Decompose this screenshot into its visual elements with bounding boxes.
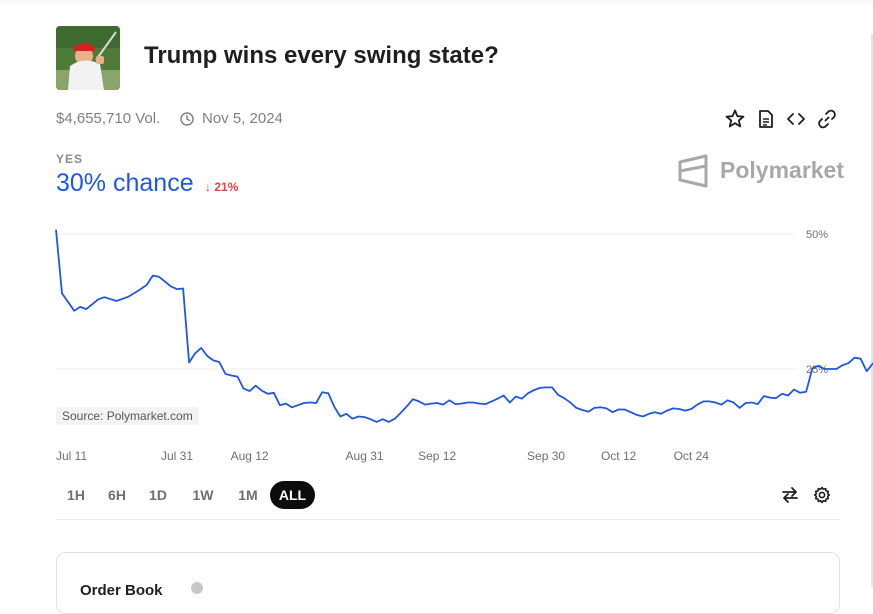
series-line <box>55 229 873 423</box>
section-divider <box>56 519 840 520</box>
brand-name: Polymarket <box>720 157 845 183</box>
chart-source-label: Source: Polymarket.com <box>56 407 199 425</box>
timeframe-1w[interactable]: 1W <box>192 487 214 503</box>
market-volume: $4,655,710 Vol. <box>56 110 161 127</box>
outcome-change-value: 21% <box>214 180 239 194</box>
swap-icon[interactable] <box>781 486 799 504</box>
timeframe-1d[interactable]: 1D <box>149 487 167 503</box>
outcome-change: ↓ 21% <box>205 180 238 194</box>
star-icon[interactable] <box>724 108 746 130</box>
x-tick-label: Jul 31 <box>161 449 193 463</box>
settings-gear-icon[interactable] <box>813 486 831 504</box>
outcome-chance: 30% chance <box>56 169 194 197</box>
code-embed-icon[interactable] <box>785 108 807 130</box>
info-icon[interactable] <box>191 582 203 594</box>
x-tick-label: Oct 12 <box>601 449 637 463</box>
polymarket-logo-icon <box>678 154 708 188</box>
market-thumbnail <box>56 26 120 90</box>
price-history-chart[interactable]: 50%25%Jul 11 Jul 31 Aug 12 Aug 31 Sep 12 Sep … <box>0 218 873 468</box>
link-icon[interactable] <box>816 108 838 130</box>
timeframe-all[interactable]: ALL <box>270 481 315 509</box>
x-tick-label: Jul 11 <box>56 449 87 463</box>
timeframe-1m[interactable]: 1M <box>238 487 258 503</box>
clock-icon <box>180 112 194 126</box>
x-tick-label: Sep 12 <box>418 449 456 463</box>
x-tick-label: Sep 30 <box>527 449 565 463</box>
market-title: Trump wins every swing state? <box>144 42 499 69</box>
outcome-label: YES <box>56 152 84 166</box>
x-tick-label: Aug 31 <box>346 449 384 463</box>
order-book-card[interactable] <box>56 552 840 614</box>
y-tick-label: 50% <box>806 229 828 241</box>
x-tick-label: Oct 24 <box>674 449 710 463</box>
order-book-title: Order Book <box>80 582 163 599</box>
arrow-down-icon: ↓ <box>205 180 211 194</box>
trump-golf-photo-icon <box>56 26 120 90</box>
timeframe-6h[interactable]: 6H <box>108 487 126 503</box>
market-end-date: Nov 5, 2024 <box>202 110 283 127</box>
timeframe-1h[interactable]: 1H <box>67 487 85 503</box>
right-edge-border <box>871 34 873 587</box>
x-tick-label: Aug 12 <box>231 449 269 463</box>
top-shadow <box>0 0 873 6</box>
document-icon[interactable] <box>755 108 777 130</box>
